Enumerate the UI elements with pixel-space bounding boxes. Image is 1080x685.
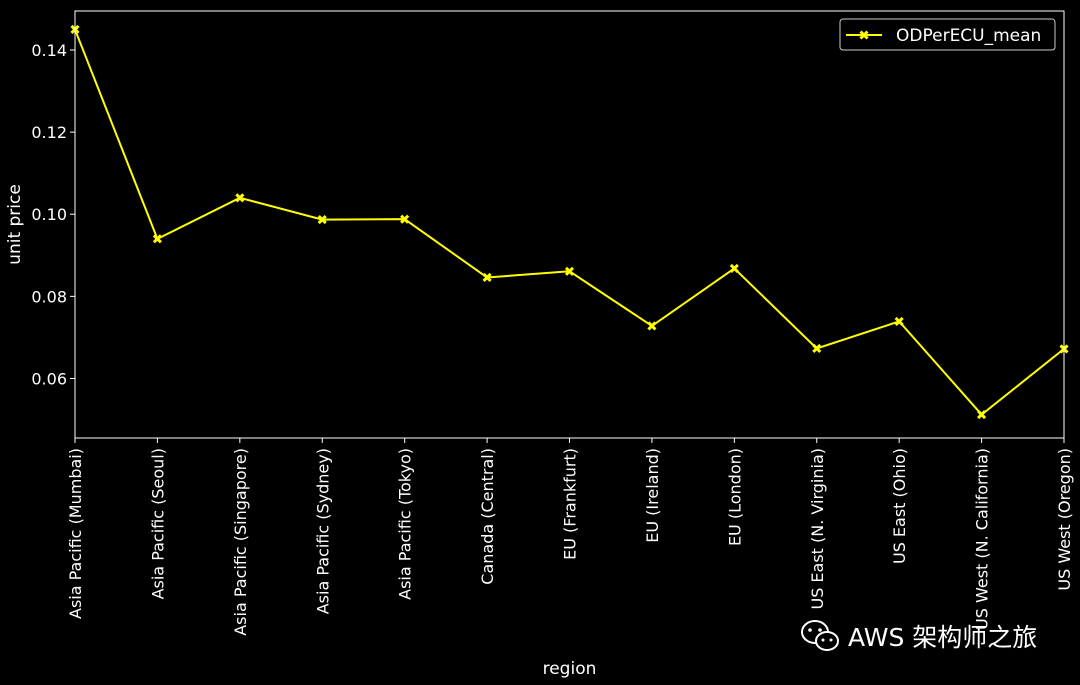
legend-series-name: ODPerECU_mean (896, 26, 1041, 46)
legend-marker-icon (859, 30, 869, 40)
x-tick-label: Asia Pacific (Seoul) (148, 448, 167, 599)
y-tick-label: 0.14 (31, 41, 67, 60)
data-point-marker (152, 234, 162, 244)
data-point-marker (235, 193, 245, 203)
legend: ODPerECU_mean (839, 18, 1056, 51)
x-tick-label: US East (Ohio) (890, 448, 909, 564)
data-point-marker (564, 266, 575, 276)
y-tick-label: 0.10 (31, 205, 67, 224)
data-point-marker (647, 321, 657, 331)
legend-box (839, 18, 1056, 51)
data-point-marker (729, 263, 739, 273)
data-point-marker (894, 316, 904, 326)
x-tick-label: Asia Pacific (Singapore) (231, 448, 250, 636)
data-point-marker (482, 272, 492, 283)
data-point-marker (977, 410, 987, 420)
watermark: AWS 架构师之旅 (800, 618, 1037, 654)
x-tick-label: Asia Pacific (Sydney) (313, 448, 332, 614)
x-tick-label: US East (N. Virginia) (808, 448, 827, 610)
watermark-text: AWS 架构师之旅 (848, 623, 1038, 652)
y-tick-label: 0.08 (31, 287, 67, 306)
x-tick-label: EU (Ireland) (643, 448, 662, 543)
x-tick-label: EU (Frankfurt) (561, 448, 580, 560)
data-point-marker (812, 343, 822, 354)
x-tick-label: US West (N. California) (973, 448, 992, 630)
y-axis-label: unit price (5, 184, 25, 265)
x-tick-label: Canada (Central) (478, 448, 497, 585)
series-line (74, 29, 1065, 416)
wechat-icon (801, 620, 839, 651)
data-point-marker (400, 214, 410, 224)
x-tick-label: US West (Oregon) (1055, 448, 1074, 591)
plot-frame (74, 10, 1065, 439)
x-tick-label: Asia Pacific (Mumbai) (66, 448, 85, 619)
x-tick-label: Asia Pacific (Tokyo) (396, 448, 415, 600)
data-point-marker (317, 215, 327, 225)
x-axis-label: region (543, 659, 597, 679)
y-tick-label: 0.06 (31, 369, 67, 388)
x-tick-label: EU (London) (725, 448, 744, 546)
y-tick-label: 0.12 (31, 123, 67, 142)
